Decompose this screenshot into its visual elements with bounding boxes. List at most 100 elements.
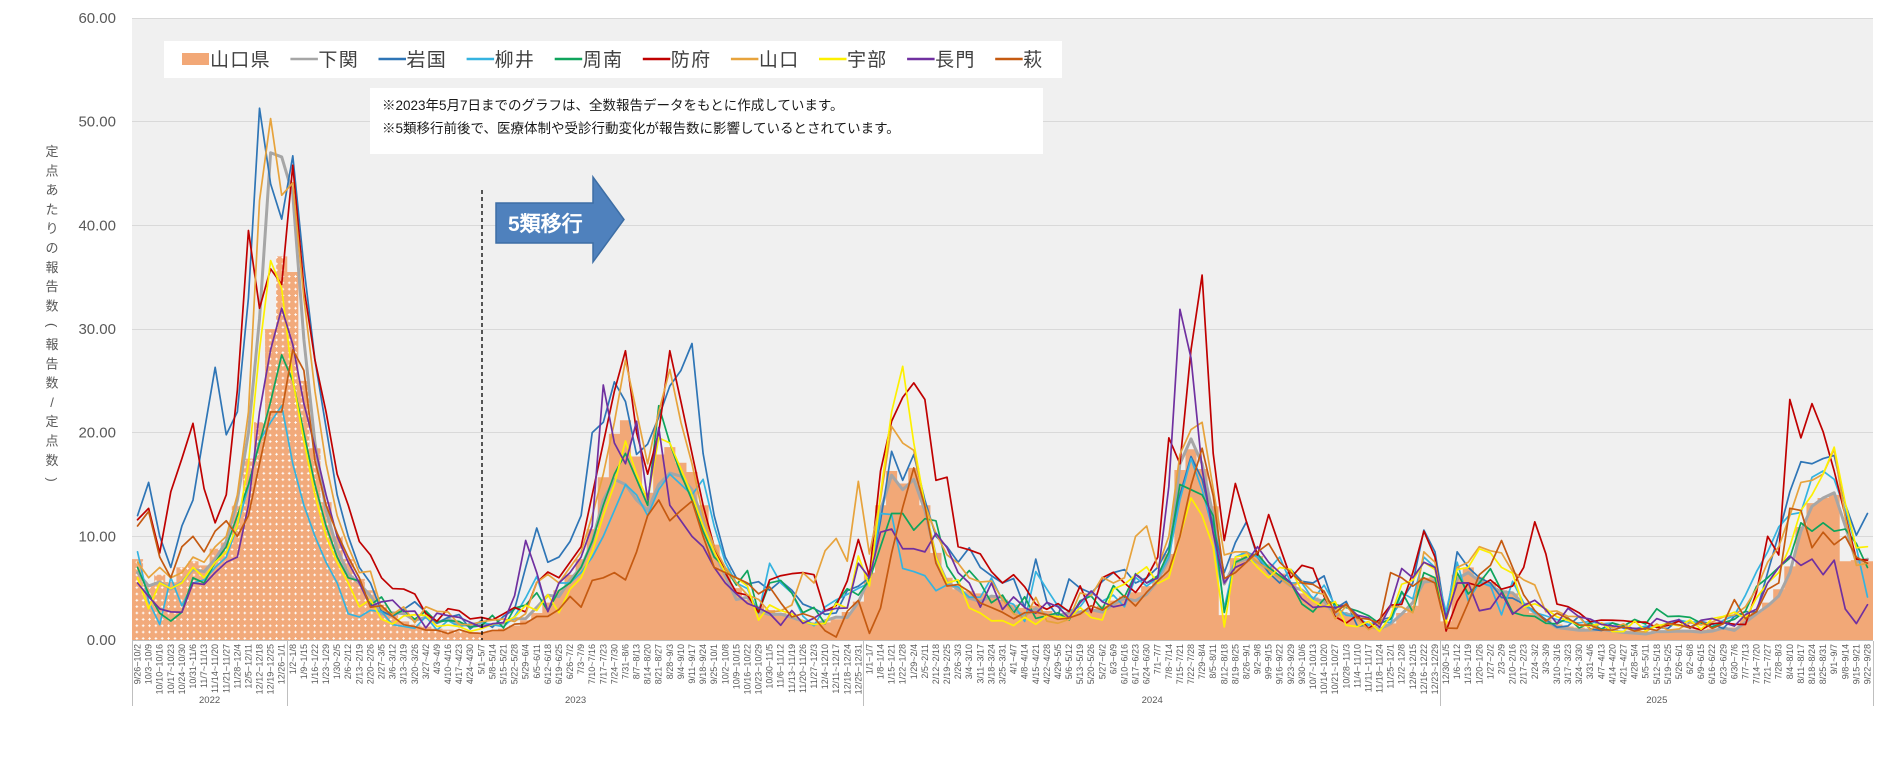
svg-text:3/25~3/31: 3/25~3/31 — [998, 644, 1008, 684]
svg-text:数: 数 — [45, 298, 58, 313]
svg-text:2022: 2022 — [199, 695, 220, 706]
svg-text:1/15~1/21: 1/15~1/21 — [887, 644, 897, 684]
svg-text:り: り — [45, 221, 58, 236]
svg-text:3/6~3/12: 3/6~3/12 — [388, 644, 398, 679]
svg-text:4/3~4/9: 4/3~4/9 — [432, 644, 442, 674]
svg-text:6/12~6/18: 6/12~6/18 — [543, 644, 553, 684]
svg-text:2/13~2/19: 2/13~2/19 — [354, 644, 364, 684]
svg-text:告: 告 — [45, 279, 58, 294]
svg-text:1/27~2/2: 1/27~2/2 — [1485, 644, 1495, 679]
svg-text:11/20~11/26: 11/20~11/26 — [798, 644, 808, 693]
svg-text:10/14~10/20: 10/14~10/20 — [1319, 644, 1329, 694]
svg-text:7/15~7/21: 7/15~7/21 — [1175, 644, 1185, 684]
svg-text:5/20~5/26: 5/20~5/26 — [1086, 644, 1096, 684]
svg-text:4/21~4/27: 4/21~4/27 — [1619, 644, 1629, 684]
svg-text:2024: 2024 — [1142, 695, 1163, 706]
svg-text:4/8~4/14: 4/8~4/14 — [1020, 644, 1030, 679]
svg-text:た: た — [45, 202, 58, 217]
svg-text:10/30~11/5: 10/30~11/5 — [765, 644, 775, 689]
svg-text:6/26~7/2: 6/26~7/2 — [565, 644, 575, 679]
svg-text:4/28~5/4: 4/28~5/4 — [1630, 644, 1640, 679]
svg-text:2/17~2/23: 2/17~2/23 — [1519, 644, 1529, 684]
svg-text:報: 報 — [45, 260, 58, 275]
svg-text:2/27~3/5: 2/27~3/5 — [377, 644, 387, 679]
svg-text:12/11~12/17: 12/11~12/17 — [831, 644, 841, 694]
svg-text:2023: 2023 — [565, 695, 586, 706]
svg-text:2025: 2025 — [1646, 695, 1667, 706]
svg-text:4/17~4/23: 4/17~4/23 — [454, 644, 464, 684]
svg-text:8/14~8/20: 8/14~8/20 — [643, 644, 653, 684]
svg-text:11/21~11/27: 11/21~11/27 — [221, 644, 231, 693]
svg-text:9/23~9/29: 9/23~9/29 — [1286, 644, 1296, 684]
svg-text:40.00: 40.00 — [78, 217, 116, 234]
svg-text:12/16~12/22: 12/16~12/22 — [1419, 644, 1429, 694]
svg-text:4/24~4/30: 4/24~4/30 — [465, 644, 475, 684]
svg-text:8/4~8/10: 8/4~8/10 — [1785, 644, 1795, 679]
svg-text:9/4~9/10: 9/4~9/10 — [676, 644, 686, 679]
svg-text:9/9~9/15: 9/9~9/15 — [1264, 644, 1274, 679]
svg-text:11/27~12/3: 11/27~12/3 — [809, 644, 819, 689]
svg-text:6/9~6/15: 6/9~6/15 — [1696, 644, 1706, 679]
svg-text:2/19~2/25: 2/19~2/25 — [942, 644, 952, 684]
svg-text:7/29~8/4: 7/29~8/4 — [1197, 644, 1207, 679]
svg-text:5/26~6/1: 5/26~6/1 — [1674, 644, 1684, 679]
svg-text:周南: 周南 — [583, 49, 624, 71]
svg-text:11/4~11/10: 11/4~11/10 — [1352, 644, 1362, 688]
svg-text:50.00: 50.00 — [78, 114, 116, 131]
svg-text:1/22~1/28: 1/22~1/28 — [898, 644, 908, 684]
svg-text:9/2~9/8: 9/2~9/8 — [1253, 644, 1263, 674]
svg-text:5/19~5/25: 5/19~5/25 — [1663, 644, 1673, 684]
svg-text:12/2~12/8: 12/2~12/8 — [1397, 644, 1407, 684]
svg-text:10/17~10/23: 10/17~10/23 — [166, 644, 176, 694]
svg-text:10/7~10/13: 10/7~10/13 — [1308, 644, 1318, 689]
svg-text:(: ( — [45, 323, 60, 328]
svg-text:7/21~7/27: 7/21~7/27 — [1763, 644, 1773, 684]
svg-text:あ: あ — [45, 183, 58, 198]
svg-text:12/12~12/18: 12/12~12/18 — [255, 644, 265, 694]
svg-text:5類移行: 5類移行 — [508, 212, 583, 236]
svg-text:5/12~5/18: 5/12~5/18 — [1652, 644, 1662, 684]
svg-text:3/10~3/16: 3/10~3/16 — [1552, 644, 1562, 684]
svg-text:※5類移行前後で、医療体制や受診行動変化が報告数に影響してい: ※5類移行前後で、医療体制や受診行動変化が報告数に影響しているとされています。 — [382, 120, 900, 136]
svg-text:告: 告 — [45, 356, 58, 371]
svg-text:3/17~3/23: 3/17~3/23 — [1563, 644, 1573, 684]
svg-text:7/22~7/28: 7/22~7/28 — [1186, 644, 1196, 684]
svg-text:6/3~6/9: 6/3~6/9 — [1108, 644, 1118, 674]
svg-text:7/28~8/3: 7/28~8/3 — [1774, 644, 1784, 679]
svg-text:6/16~6/22: 6/16~6/22 — [1707, 644, 1717, 684]
svg-text:6/30~7/6: 6/30~7/6 — [1729, 644, 1739, 679]
svg-text:7/31~8/6: 7/31~8/6 — [621, 644, 631, 679]
svg-text:定: 定 — [45, 414, 58, 429]
svg-text:3/18~3/24: 3/18~3/24 — [986, 644, 996, 684]
svg-text:点: 点 — [45, 434, 58, 449]
svg-text:20.00: 20.00 — [78, 425, 116, 442]
svg-text:8/18~8/24: 8/18~8/24 — [1807, 644, 1817, 684]
svg-text:5/5~5/11: 5/5~5/11 — [1641, 644, 1651, 679]
svg-text:9/15~9/21: 9/15~9/21 — [1851, 644, 1861, 684]
svg-text:4/29~5/5: 4/29~5/5 — [1053, 644, 1063, 679]
svg-text:12/5~12/11: 12/5~12/11 — [243, 644, 253, 689]
svg-text:数: 数 — [45, 376, 58, 391]
svg-text:3/31~4/6: 3/31~4/6 — [1585, 644, 1595, 679]
svg-text:5/1~5/7: 5/1~5/7 — [476, 644, 486, 674]
svg-text:2/24~3/2: 2/24~3/2 — [1530, 644, 1540, 679]
svg-text:7/8~7/14: 7/8~7/14 — [1164, 644, 1174, 679]
svg-text:6/2~6/8: 6/2~6/8 — [1685, 644, 1695, 674]
svg-text:7/3~7/9: 7/3~7/9 — [576, 644, 586, 674]
svg-text:6/19~6/25: 6/19~6/25 — [554, 644, 564, 684]
svg-text:12/26~1/1: 12/26~1/1 — [277, 644, 287, 684]
svg-text:11/28~12/4: 11/28~12/4 — [232, 644, 242, 689]
svg-text:1/8~1/14: 1/8~1/14 — [876, 644, 886, 679]
svg-text:4/1~4/7: 4/1~4/7 — [1009, 644, 1019, 674]
svg-text:2/3~2/9: 2/3~2/9 — [1497, 644, 1507, 674]
svg-text:4/10~4/16: 4/10~4/16 — [443, 644, 453, 684]
svg-text:1/23~1/29: 1/23~1/29 — [321, 644, 331, 684]
svg-text:4/7~4/13: 4/7~4/13 — [1596, 644, 1606, 679]
svg-text:8/12~8/18: 8/12~8/18 — [1219, 644, 1229, 684]
svg-text:宇部: 宇部 — [847, 49, 888, 71]
svg-text:2/26~3/3: 2/26~3/3 — [953, 644, 963, 679]
svg-text:点: 点 — [45, 163, 58, 178]
svg-text:1/6~1/12: 1/6~1/12 — [1452, 644, 1462, 679]
svg-text:8/28~9/3: 8/28~9/3 — [665, 644, 675, 679]
svg-text:1/9~1/15: 1/9~1/15 — [299, 644, 309, 679]
